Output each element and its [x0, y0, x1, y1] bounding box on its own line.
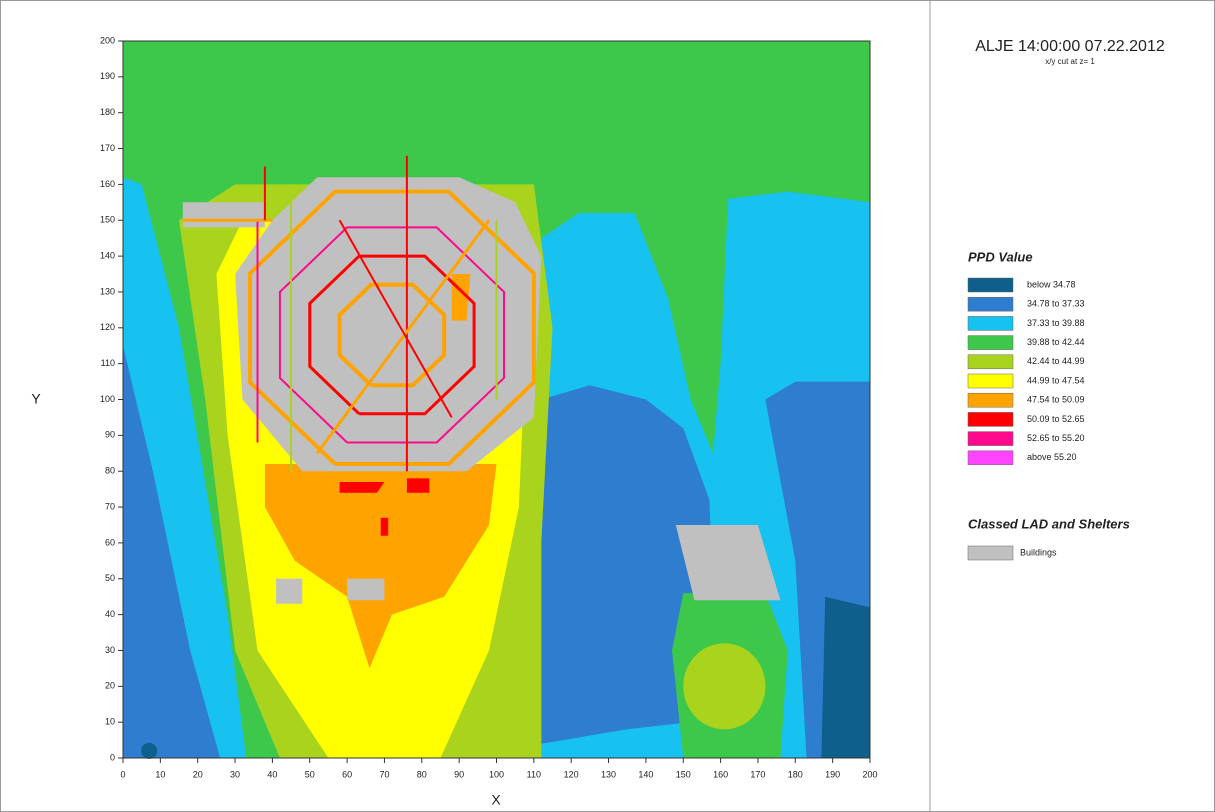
- y-tick-label: 10: [105, 717, 115, 727]
- y-tick-label: 50: [105, 573, 115, 583]
- y-tick-label: 150: [100, 215, 115, 225]
- y-tick-label: 90: [105, 430, 115, 440]
- legend-label: 39.88 to 42.44: [1027, 337, 1085, 347]
- legend-swatch: [968, 432, 1013, 446]
- legend-swatch: [968, 316, 1013, 330]
- y-tick-label: 0: [110, 752, 115, 762]
- x-tick-label: 140: [638, 769, 653, 779]
- contour-region: [235, 177, 541, 471]
- chart-title: ALJE 14:00:00 07.22.2012: [975, 38, 1165, 55]
- contour-region: [407, 478, 429, 492]
- contour-region: [821, 597, 870, 758]
- y-tick-label: 20: [105, 681, 115, 691]
- legend-label: 37.33 to 39.88: [1027, 318, 1085, 328]
- x-tick-label: 80: [417, 769, 427, 779]
- y-tick-label: 100: [100, 394, 115, 404]
- legend-swatch: [968, 412, 1013, 426]
- legend-label: Buildings: [1020, 547, 1057, 557]
- legend-swatch: [968, 374, 1013, 388]
- legend-label: 42.44 to 44.99: [1027, 356, 1085, 366]
- legend-label: above 55.20: [1027, 452, 1077, 462]
- chart: ALJE 14:00:00 07.22.2012 x/y cut at z= 1…: [0, 0, 1215, 812]
- legend-label: 50.09 to 52.65: [1027, 414, 1085, 424]
- contour-region: [276, 579, 302, 604]
- legend-swatch: [968, 393, 1013, 407]
- y-tick-label: 80: [105, 466, 115, 476]
- x-tick-label: 20: [193, 769, 203, 779]
- y-tick-label: 120: [100, 322, 115, 332]
- x-tick-label: 100: [489, 769, 504, 779]
- x-tick-label: 200: [862, 769, 877, 779]
- y-tick-label: 180: [100, 107, 115, 117]
- y-tick-label: 140: [100, 250, 115, 260]
- legend-swatch: [968, 546, 1013, 560]
- contour-region: [340, 482, 385, 493]
- y-tick-label: 190: [100, 71, 115, 81]
- y-tick-label: 160: [100, 179, 115, 189]
- contour-region: [141, 743, 157, 759]
- legend-swatch: [968, 355, 1013, 369]
- legend-swatch: [968, 336, 1013, 350]
- legend-swatch: [968, 278, 1013, 292]
- legend-swatch: [968, 451, 1013, 465]
- x-tick-label: 120: [564, 769, 579, 779]
- x-tick-label: 150: [676, 769, 691, 779]
- legend-label: 47.54 to 50.09: [1027, 395, 1085, 405]
- legend-label: 52.65 to 55.20: [1027, 433, 1085, 443]
- legend-label: below 34.78: [1027, 279, 1076, 289]
- x-tick-label: 0: [120, 769, 125, 779]
- x-tick-label: 170: [750, 769, 765, 779]
- y-tick-label: 40: [105, 609, 115, 619]
- legend-swatch: [968, 297, 1013, 311]
- y-tick-label: 60: [105, 537, 115, 547]
- x-axis-label: X: [491, 792, 501, 808]
- chart-subtitle: x/y cut at z= 1: [1045, 57, 1095, 66]
- y-tick-label: 70: [105, 501, 115, 511]
- x-tick-label: 40: [267, 769, 277, 779]
- contour-region: [381, 518, 389, 536]
- x-tick-label: 60: [342, 769, 352, 779]
- x-tick-label: 180: [788, 769, 803, 779]
- y-tick-label: 110: [101, 358, 115, 368]
- x-tick-label: 160: [713, 769, 728, 779]
- y-tick-label: 200: [100, 35, 115, 45]
- y-axis-label: Y: [31, 391, 41, 407]
- contour-region: [347, 579, 384, 601]
- legend-label: 44.99 to 47.54: [1027, 375, 1085, 385]
- contour-region: [183, 202, 265, 227]
- x-tick-label: 50: [305, 769, 315, 779]
- y-tick-label: 130: [100, 286, 115, 296]
- x-tick-label: 190: [825, 769, 840, 779]
- legend-title: PPD Value: [968, 249, 1033, 264]
- legend-label: 34.78 to 37.33: [1027, 299, 1085, 309]
- x-tick-label: 30: [230, 769, 240, 779]
- x-tick-label: 90: [454, 769, 464, 779]
- x-tick-label: 130: [601, 769, 616, 779]
- shelter-legend-title: Classed LAD and Shelters: [968, 516, 1130, 531]
- x-tick-label: 10: [155, 769, 165, 779]
- plot-area: [123, 41, 870, 759]
- x-tick-label: 70: [379, 769, 389, 779]
- y-tick-label: 170: [100, 143, 115, 153]
- contour-region: [683, 643, 765, 729]
- y-tick-label: 30: [105, 645, 115, 655]
- x-tick-label: 110: [527, 769, 541, 779]
